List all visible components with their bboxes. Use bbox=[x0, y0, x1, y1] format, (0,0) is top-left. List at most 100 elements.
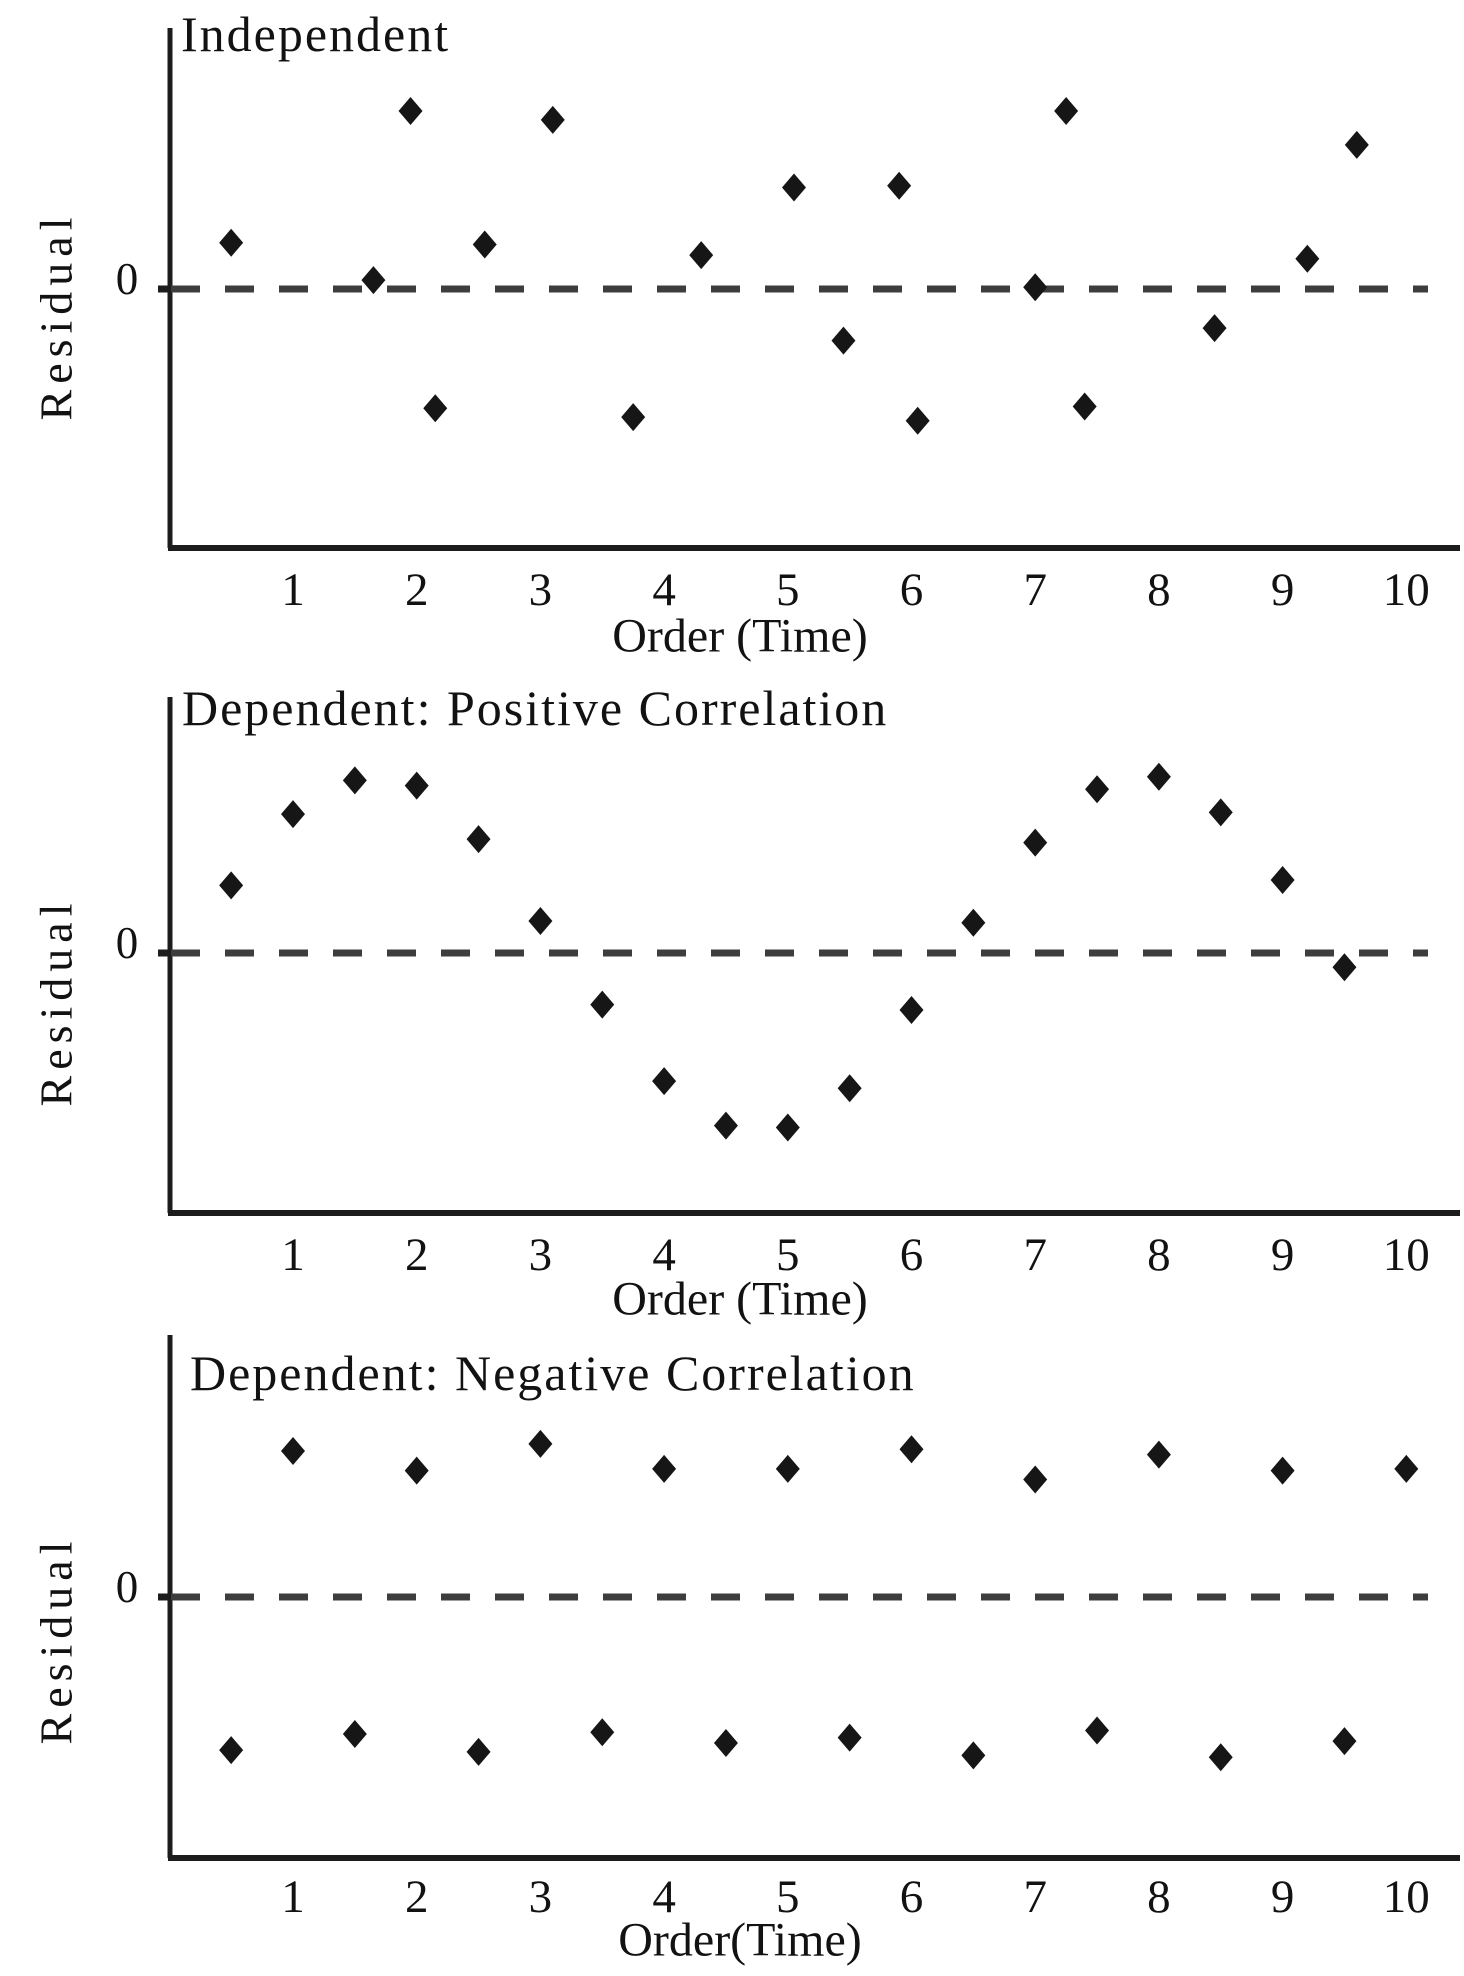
x-tick-label: 6 bbox=[900, 1229, 924, 1281]
data-point bbox=[1023, 828, 1048, 857]
data-point bbox=[404, 771, 429, 800]
data-point bbox=[281, 800, 305, 829]
data-point bbox=[423, 394, 448, 423]
x-tick-label: 8 bbox=[1147, 1871, 1171, 1923]
data-point bbox=[466, 1737, 491, 1766]
data-point bbox=[219, 228, 244, 257]
x-tick-label: 1 bbox=[281, 564, 305, 616]
data-point bbox=[689, 241, 714, 270]
data-points bbox=[219, 97, 1369, 435]
chart-title: Independent bbox=[181, 6, 450, 62]
x-tick-label: 5 bbox=[776, 1871, 800, 1923]
data-point bbox=[219, 871, 244, 900]
data-point bbox=[528, 906, 553, 935]
x-tick-label: 2 bbox=[405, 564, 429, 616]
data-point bbox=[621, 403, 646, 432]
y-zero-label: 0 bbox=[116, 1562, 139, 1612]
x-axis-label: Order(Time) bbox=[618, 1914, 862, 1967]
data-point bbox=[1394, 1454, 1419, 1483]
data-point bbox=[1085, 1716, 1110, 1745]
x-tick-label: 10 bbox=[1383, 1871, 1430, 1923]
x-tick-label: 8 bbox=[1147, 564, 1171, 616]
y-axis-label: Residual bbox=[31, 1536, 82, 1745]
x-tick-label: 9 bbox=[1271, 1229, 1295, 1281]
data-point bbox=[775, 1454, 800, 1483]
data-point bbox=[652, 1454, 677, 1483]
x-tick-label: 3 bbox=[529, 564, 553, 616]
x-tick-label: 9 bbox=[1271, 1871, 1295, 1923]
data-point bbox=[219, 1736, 244, 1765]
data-point bbox=[887, 171, 912, 200]
data-point bbox=[1085, 775, 1110, 804]
data-point bbox=[713, 1728, 738, 1757]
data-point bbox=[404, 1456, 429, 1485]
data-point bbox=[837, 1723, 862, 1752]
x-tick-label: 5 bbox=[776, 564, 800, 616]
data-point bbox=[1146, 762, 1171, 791]
x-axis-label: Order (Time) bbox=[612, 610, 868, 663]
data-point bbox=[905, 406, 930, 435]
data-point bbox=[961, 1741, 986, 1770]
data-point bbox=[281, 1437, 305, 1466]
x-tick-label: 4 bbox=[652, 1229, 676, 1281]
data-point bbox=[781, 173, 806, 202]
y-axis-label: Residual bbox=[31, 898, 82, 1107]
data-point bbox=[831, 326, 856, 355]
x-tick-label: 10 bbox=[1383, 564, 1430, 616]
data-point bbox=[1332, 1727, 1357, 1756]
x-tick-label: 8 bbox=[1147, 1229, 1171, 1281]
data-point bbox=[1344, 130, 1369, 159]
data-point bbox=[1072, 392, 1097, 421]
x-tick-label: 7 bbox=[1023, 1871, 1047, 1923]
chart-independent: Independent 1 2 3 4 5 6 7 8 9 10 Order (Time) Residu… bbox=[31, 6, 1460, 663]
y-zero-label: 0 bbox=[116, 918, 139, 968]
data-point bbox=[342, 1720, 367, 1749]
data-point bbox=[1146, 1440, 1171, 1469]
x-tick-label: 7 bbox=[1023, 1229, 1047, 1281]
x-tick-label: 3 bbox=[529, 1229, 553, 1281]
data-point bbox=[1208, 1743, 1233, 1772]
chart-negative-correlation: Dependent: Negative Correlation 1 2 3 4 5 6 7 8 9… bbox=[31, 1335, 1460, 1967]
x-tick-label: 2 bbox=[405, 1871, 429, 1923]
data-point bbox=[899, 1435, 924, 1464]
data-point bbox=[398, 97, 423, 125]
data-point bbox=[590, 1718, 615, 1747]
data-point bbox=[899, 995, 924, 1024]
x-tick-label: 1 bbox=[281, 1229, 305, 1281]
data-point bbox=[466, 825, 491, 854]
chart-title: Dependent: Positive Correlation bbox=[182, 680, 888, 736]
y-axis-label: Residual bbox=[31, 212, 82, 421]
data-point bbox=[1054, 97, 1079, 125]
data-point bbox=[1332, 953, 1357, 982]
data-point bbox=[1023, 273, 1048, 302]
data-points bbox=[219, 762, 1357, 1142]
x-tick-label: 4 bbox=[652, 1871, 676, 1923]
data-point bbox=[540, 105, 565, 134]
data-point bbox=[775, 1113, 800, 1142]
data-point bbox=[590, 990, 615, 1019]
data-point bbox=[1023, 1465, 1048, 1494]
x-tick-label: 6 bbox=[900, 1871, 924, 1923]
data-point bbox=[1202, 314, 1227, 343]
data-point bbox=[1270, 1456, 1295, 1485]
x-tick-label: 6 bbox=[900, 564, 924, 616]
x-tick-label: 1 bbox=[281, 1871, 305, 1923]
x-tick-label: 7 bbox=[1023, 564, 1047, 616]
data-point bbox=[652, 1067, 677, 1096]
data-point bbox=[472, 230, 497, 259]
data-point bbox=[961, 908, 986, 937]
data-point bbox=[837, 1074, 862, 1103]
data-points bbox=[219, 1429, 1419, 1772]
x-tick-label: 4 bbox=[652, 564, 676, 616]
x-tick-label: 9 bbox=[1271, 564, 1295, 616]
chart-title: Dependent: Negative Correlation bbox=[190, 1345, 916, 1401]
x-tick-label: 5 bbox=[776, 1229, 800, 1281]
x-tick-label: 3 bbox=[529, 1871, 553, 1923]
chart-positive-correlation: Dependent: Positive Correlation 1 2 3 4 5 6 7 8 9… bbox=[31, 680, 1460, 1326]
data-point bbox=[1295, 244, 1320, 273]
x-axis-label: Order (Time) bbox=[612, 1273, 868, 1326]
data-point bbox=[713, 1111, 738, 1140]
x-tick-label: 2 bbox=[405, 1229, 429, 1281]
